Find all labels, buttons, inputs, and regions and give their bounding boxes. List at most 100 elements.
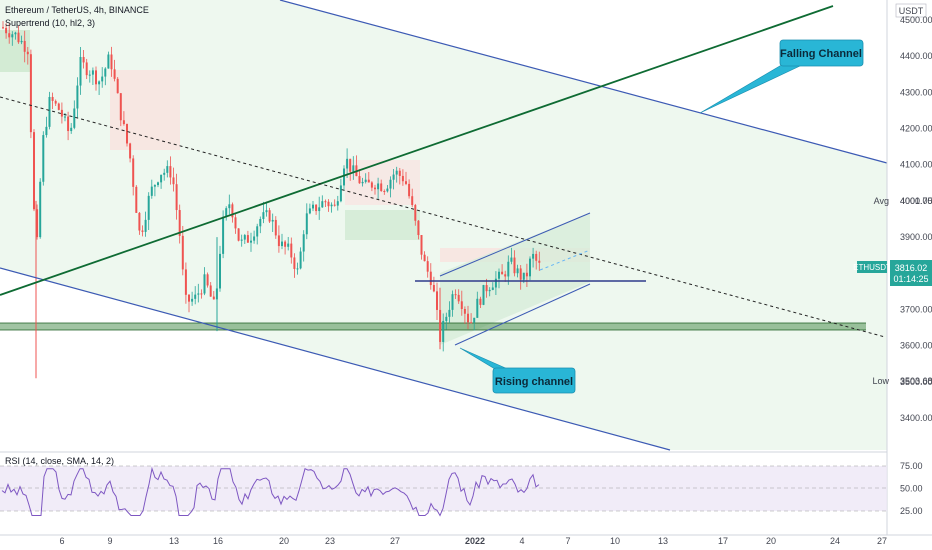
candle-body [85,62,88,76]
x-tick-label: 9 [107,536,112,546]
candle-body [104,68,107,77]
candle-body [14,32,17,35]
candle-body [54,100,57,104]
y-tick-label: 3700.00 [900,304,932,314]
x-tick-label: 24 [830,536,840,546]
candle-body [274,219,277,236]
falling-channel-label: Falling Channel [780,48,862,60]
candle-body [73,108,76,128]
candle-body [26,51,29,55]
candle-body [296,268,299,270]
candle-body [519,268,522,280]
candle-body [408,183,411,197]
candle-body [119,93,122,121]
y-tick-label: 4400.00 [900,51,932,61]
candle-body [442,320,445,342]
x-tick-label: 13 [169,536,179,546]
candle-body [126,124,128,144]
currency-label[interactable]: USDT [899,6,924,16]
y-tick-label: 4500.00 [900,15,932,25]
candle-body [265,210,268,213]
rising-channel-label: Rising channel [495,376,573,388]
x-tick-label: 27 [390,536,400,546]
x-tick-label: 27 [877,536,887,546]
dashed-median-line [0,96,886,338]
low-label: Low [872,376,889,386]
candle-body [51,96,54,101]
y-tick-label: 3900.00 [900,232,932,242]
candle-body [398,170,401,176]
candle-body [150,186,153,196]
candle-body [352,165,355,172]
candle-body [467,313,469,323]
candle-body [411,196,414,206]
candle-body [48,96,51,127]
y-tick-label: 4000.00 [900,196,932,206]
candle-body [64,116,66,118]
candle-body [290,243,293,258]
candle-body [42,135,45,182]
candle-body [293,257,296,269]
x-tick-label: 13 [658,536,668,546]
candle-body [36,209,39,238]
candle-body [482,285,485,305]
candle-body [76,85,79,109]
candle-body [228,204,231,209]
candle-body [57,103,60,110]
candle-body [302,234,305,252]
rising-channel-callout[interactable]: Rising channel [459,347,576,394]
candle-body [330,204,333,207]
candle-body [395,170,398,175]
candle-body [175,184,178,211]
candle-body [504,274,507,277]
candle-body [200,293,203,295]
candle-body [181,235,184,270]
candle-body [454,294,457,296]
candle-body [513,257,516,274]
candle-body [197,293,200,295]
candle-body [67,116,70,132]
rsi-label: RSI (14, close, SMA, 14, 2) [5,456,114,466]
candle-body [113,69,116,79]
candle-body [463,308,466,314]
candle-body [8,33,11,38]
candle-body [460,301,463,309]
y-tick-label: 4100.00 [900,160,932,170]
candle-body [432,285,435,292]
candle-body [358,176,361,184]
candle-body [436,291,438,310]
candle-body [426,261,429,272]
candle-body [95,70,97,85]
falling-channel-callout[interactable]: Falling Channel [699,39,864,114]
rsi-ticks: 75.00 50.00 25.00 [900,461,923,516]
rsi-tick-label: 50.00 [900,484,923,494]
candle-body [488,289,491,292]
rising-channel-top-line [439,212,591,277]
candle-body [538,260,541,263]
candle-body [287,243,290,247]
candle-body [166,166,169,173]
candle-body [361,181,364,184]
candle-body [380,183,383,192]
candle-body [268,210,271,222]
candle-body [321,201,324,208]
x-tick-label: 23 [325,536,335,546]
candle-body [212,296,215,300]
avg-value: 4001.75 [900,196,932,206]
candle-body [494,278,497,288]
x-tick-label: 4 [519,536,524,546]
candle-body [479,298,482,305]
x-tick-label: 6 [59,536,64,546]
candle-body [194,294,197,299]
supertrend-green-zone-2 [345,210,420,240]
candle-body [476,298,479,318]
candle-body [147,195,150,220]
candle-body [169,166,172,178]
rsi-line [1,466,540,517]
candle-body [107,54,110,69]
candle-body [188,294,190,302]
candle-body [209,285,212,297]
candle-body [39,181,42,238]
candle-body [70,127,73,132]
